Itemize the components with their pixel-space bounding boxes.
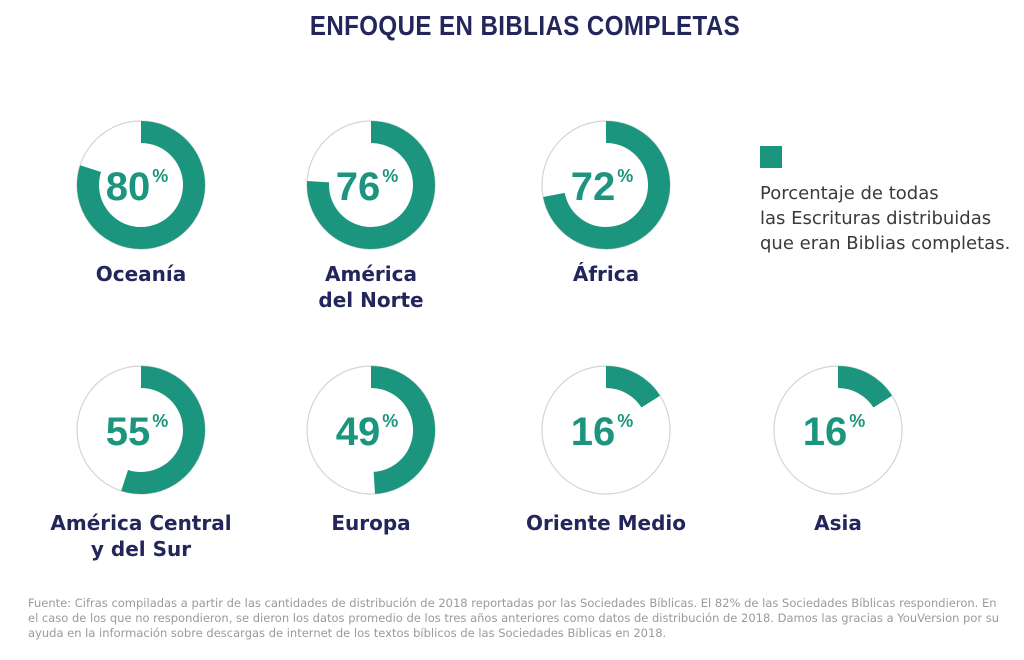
donut-arc [121,366,205,494]
percent-sign: % [849,411,865,431]
percent-value: 16 [571,410,616,454]
source-note: Fuente: Cifras compiladas a partir de la… [28,596,1000,640]
region-label-america-del-norte: América del Norte [318,262,424,312]
percent-sign: % [382,166,398,186]
chart-title: ENFOQUE EN BIBLIAS COMPLETAS [309,10,741,41]
donut-oriente-medio: 16% [541,365,671,495]
donut-america-del-norte: 76% [306,120,436,250]
region-label-oriente-medio: Oriente Medio [526,511,686,535]
donut-arc [605,366,661,408]
donut-arc [543,121,670,249]
donut-oceania: 80% [76,120,206,250]
percent-value: 80 [106,165,151,209]
percent-value: 72 [571,165,616,209]
region-label-asia: Asia [814,511,862,535]
percent-label: 49% [336,410,399,454]
percent-sign: % [617,411,633,431]
region-label-africa: África [572,262,640,286]
percent-value: 55 [106,410,151,454]
donut-arc [370,366,436,494]
donut-europa: 49% [306,365,436,495]
percent-sign: % [382,411,398,431]
percent-sign: % [152,166,168,186]
percent-value: 49 [336,410,381,454]
region-label-europa: Europa [331,511,411,535]
region-label-america-central-y-del-sur: América Central y del Sur [50,511,232,561]
percent-sign: % [152,411,168,431]
percent-label: 55% [106,410,169,454]
region-label-oceania: Oceanía [95,262,187,286]
percent-value: 76 [336,165,381,209]
donut-charts: 80% 76% 72 %55% 49% 16% 16% [76,120,903,495]
percent-label: 80% [106,165,169,209]
donut-america-central-y-del-sur: 55% [76,365,206,495]
legend-text: Porcentaje de todas las Escrituras distr… [760,183,1011,254]
percent-label: 16% [803,410,866,454]
donut-arc [307,121,435,249]
donut-africa: 72% [541,120,671,250]
percent-label: 72% [571,165,634,209]
percent-label: 76% [336,165,399,209]
legend-swatch [760,146,782,168]
donut-arc [77,121,205,249]
percent-sign: % [617,166,633,186]
percent-label: 16% [571,410,634,454]
donut-asia: 16% [773,365,903,495]
percent-value: 16 [803,410,848,454]
donut-arc [837,366,893,408]
